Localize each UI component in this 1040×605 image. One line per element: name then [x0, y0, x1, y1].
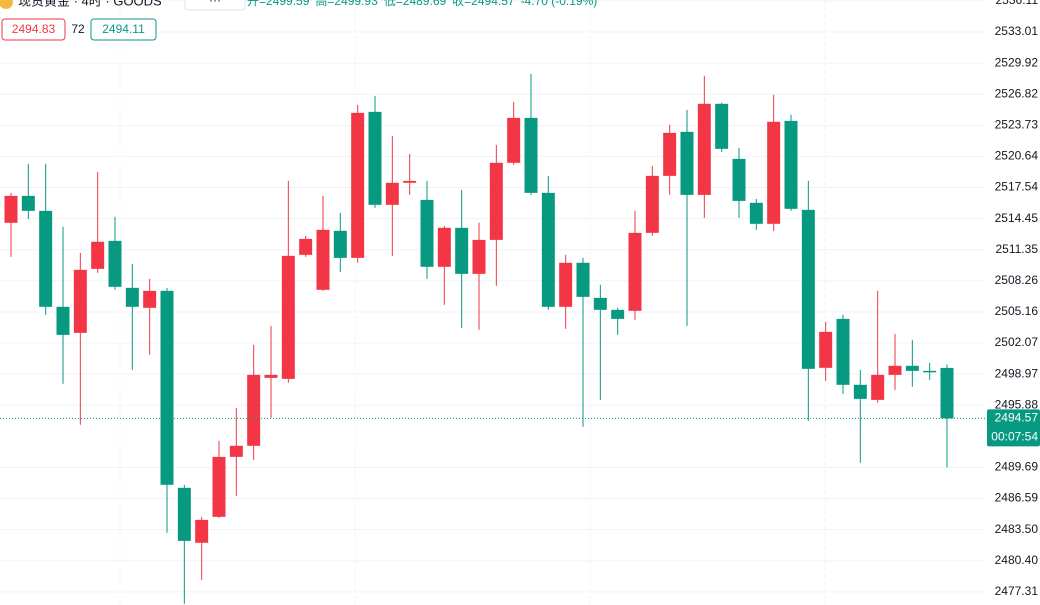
- candle-body: [177, 487, 191, 541]
- ohlc-item: -4.70 (-0.19%): [521, 0, 598, 8]
- ohlc-item: 开=2499.59: [247, 0, 310, 8]
- ohlc-item: 高=2499.93: [315, 0, 378, 8]
- candle-body: [316, 229, 330, 290]
- buy-price[interactable]: 2494.11: [102, 22, 145, 36]
- countdown: 00:07:54: [991, 430, 1038, 444]
- candle-body: [801, 209, 815, 369]
- y-tick-label: 2495.88: [995, 397, 1039, 411]
- y-tick-label: 2486.59: [995, 491, 1039, 505]
- candle-body: [455, 227, 469, 274]
- candle-body: [403, 180, 417, 183]
- candle-body: [836, 318, 850, 385]
- candle-body: [73, 269, 87, 333]
- candle-body: [472, 239, 486, 274]
- candle-body: [732, 158, 746, 201]
- y-tick-label: 2520.64: [995, 149, 1039, 163]
- candle-body: [368, 111, 382, 205]
- candle-body: [299, 238, 313, 255]
- candle-body: [663, 132, 677, 176]
- y-tick-label: 2514.45: [995, 211, 1039, 225]
- candle-body: [576, 262, 590, 297]
- candle-body: [507, 117, 521, 163]
- candle-body: [888, 365, 902, 375]
- candle-body: [420, 199, 434, 267]
- y-tick-label: 2489.69: [995, 460, 1039, 474]
- candle-body: [195, 519, 209, 543]
- candle-body: [767, 121, 781, 224]
- last-price-box: [987, 409, 1040, 447]
- candle-body: [645, 175, 659, 233]
- spread: 72: [71, 22, 85, 36]
- candle-body: [524, 117, 538, 193]
- candle-body: [56, 306, 70, 335]
- candle-body: [871, 374, 885, 400]
- candle-body: [21, 195, 35, 211]
- menu-button[interactable]: [184, 0, 246, 11]
- y-tick-label: 2502.07: [995, 335, 1039, 349]
- candle-body: [559, 262, 573, 307]
- y-tick-label: 2483.50: [995, 522, 1039, 536]
- candle-body: [940, 367, 954, 419]
- y-tick-label: 2508.26: [995, 273, 1039, 287]
- candle-body: [489, 162, 503, 240]
- candle-body: [628, 232, 642, 311]
- candle-body: [333, 230, 347, 258]
- candle-body: [108, 240, 122, 287]
- symbol-icon: [0, 0, 13, 9]
- candle-body: [853, 384, 867, 399]
- y-tick-label: 2505.16: [995, 304, 1039, 318]
- y-tick-label: 2533.01: [995, 24, 1039, 38]
- ohlc-item: 低=2489.69: [384, 0, 447, 8]
- candle-body: [697, 103, 711, 195]
- candle-body: [680, 131, 694, 195]
- candle-body: [160, 290, 174, 485]
- axis-bg: [985, 0, 1040, 605]
- y-tick-label: 2511.35: [996, 242, 1039, 256]
- candle-body: [593, 297, 607, 310]
- last-price-label: 2494.57: [995, 411, 1039, 425]
- candle-body: [39, 210, 53, 307]
- candle-body: [143, 290, 157, 308]
- y-tick-label: 2536.11: [996, 0, 1039, 7]
- candles: [4, 73, 954, 604]
- candle-body: [281, 255, 295, 379]
- candle-body: [91, 241, 105, 269]
- y-tick-label: 2477.31: [995, 584, 1039, 598]
- ohlc-values: 开=2499.59 高=2499.93 低=2489.69 收=2494.57 -4.7…: [247, 0, 597, 8]
- candle-body: [4, 195, 18, 223]
- chart-title: 现货黄金 · 4时 · GOODS: [18, 0, 162, 8]
- candle-body: [749, 202, 763, 224]
- y-tick-label: 2480.40: [995, 553, 1039, 567]
- y-tick-label: 2523.73: [995, 117, 1039, 131]
- sell-box[interactable]: [1, 18, 66, 41]
- menu-dots[interactable]: ···: [209, 0, 221, 7]
- candle-body: [229, 445, 243, 457]
- candle-body: [819, 331, 833, 368]
- candle-body: [125, 287, 139, 307]
- y-tick-label: 2498.97: [995, 366, 1039, 380]
- candle-body: [784, 120, 798, 209]
- candle-body: [541, 192, 555, 307]
- candle-body: [351, 112, 365, 258]
- candle-body: [611, 309, 625, 319]
- y-tick-label: 2529.92: [995, 55, 1039, 69]
- candle-body: [247, 374, 261, 446]
- candle-body: [905, 365, 919, 371]
- candle-body: [385, 182, 399, 205]
- y-tick-label: 2526.82: [995, 86, 1039, 100]
- candle-body: [437, 227, 451, 267]
- candle-body: [264, 374, 278, 378]
- ohlc-item: 收=2494.57: [452, 0, 515, 8]
- candle-body: [923, 370, 937, 373]
- candle-body: [212, 456, 226, 517]
- price-axis: 2536.11 2533.01 2529.92 2526.82 2523.73 2520.…: [985, 0, 1040, 605]
- vertical-grid: [119, 0, 826, 605]
- y-tick-label: 2517.54: [995, 180, 1039, 194]
- sell-price[interactable]: 2494.83: [12, 22, 56, 36]
- buy-box[interactable]: [90, 18, 157, 41]
- candle-body: [715, 103, 729, 149]
